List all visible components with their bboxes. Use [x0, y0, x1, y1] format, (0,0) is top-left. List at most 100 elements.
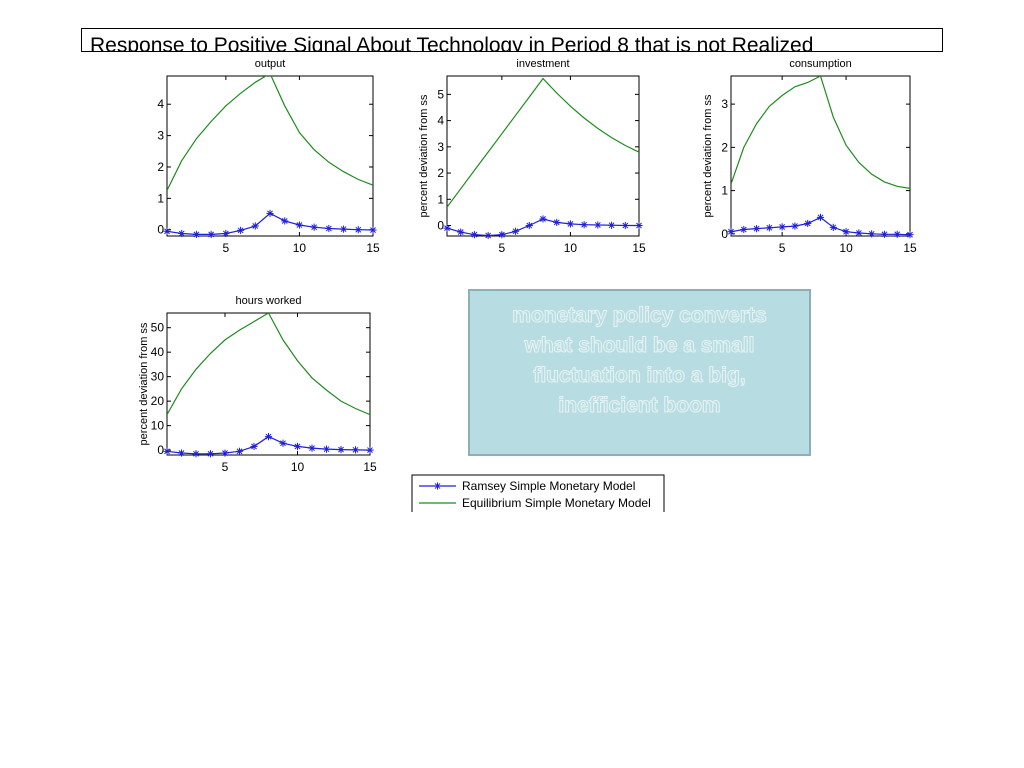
y-tick-label: 5: [437, 87, 444, 101]
data-point-marker: [778, 223, 786, 231]
data-point-marker: [880, 230, 889, 238]
data-point-marker: [266, 209, 274, 218]
y-tick-label: 3: [437, 140, 444, 154]
legend-mask: [405, 512, 675, 532]
data-point-marker: [553, 218, 561, 226]
data-point-marker: [295, 221, 304, 229]
data-point-marker: [635, 221, 643, 230]
x-tick-label: 10: [564, 241, 578, 255]
plot-frame: [166, 75, 374, 237]
data-point-marker: [235, 447, 244, 455]
y-tick-label: 10: [151, 419, 165, 433]
series-line: [167, 76, 373, 191]
data-point-marker: [727, 228, 735, 236]
chart-panel-2: 5 10 15 0 1 2 3 consumption percent deviation fr…: [702, 58, 917, 255]
y-tick-label: 0: [157, 443, 164, 457]
data-point-marker: [206, 450, 215, 458]
data-point-marker: [765, 224, 773, 232]
series-line: [731, 76, 910, 189]
data-point-marker: [594, 221, 602, 229]
x-tick-label: 10: [293, 241, 307, 255]
y-tick-label: 40: [151, 345, 165, 359]
x-tick-label: 15: [363, 460, 377, 474]
data-point-marker: [580, 221, 588, 229]
y-axis-label: percent deviation from ss: [418, 94, 430, 217]
y-tick-label: 0: [721, 227, 728, 241]
data-point-marker: [470, 231, 479, 239]
data-point-marker: [177, 449, 186, 457]
data-point-marker: [484, 231, 492, 240]
legend-label-ramsey: Ramsey Simple Monetary Model: [462, 479, 635, 493]
y-tick-label: 30: [151, 370, 165, 384]
x-tick-label: 5: [223, 241, 230, 255]
data-point-marker: [752, 225, 761, 233]
data-point-marker: [842, 228, 850, 236]
series-line: [447, 77, 639, 208]
data-point-marker: [192, 230, 201, 239]
series-line: [167, 313, 370, 416]
chart-panel-1: 5 10 15 0 1 2 3 4 5 investment percent deviation f…: [418, 58, 646, 255]
x-tick-label: 15: [632, 241, 646, 255]
data-point-marker: [868, 230, 876, 238]
chart-title: consumption: [789, 58, 851, 70]
data-point-marker: [325, 224, 333, 233]
y-tick-label: 3: [721, 97, 728, 111]
y-tick-label: 1: [721, 184, 728, 198]
y-tick-label: 3: [157, 129, 164, 143]
data-point-marker: [566, 220, 575, 228]
y-tick-label: 4: [437, 114, 444, 128]
data-point-marker: [791, 222, 799, 230]
data-point-marker: [607, 221, 616, 229]
y-tick-label: 1: [157, 191, 164, 205]
y-tick-label: 0: [437, 219, 444, 233]
data-point-marker: [354, 226, 362, 234]
y-tick-label: 50: [151, 321, 165, 335]
chart-title: output: [255, 58, 286, 70]
series-equilibrium: [167, 76, 373, 191]
data-point-marker: [221, 449, 229, 457]
data-point-marker: [281, 217, 289, 225]
callout-box: monetary policy converts what should be …: [468, 289, 811, 456]
data-point-marker: [250, 442, 258, 451]
data-point-marker: [511, 227, 520, 235]
data-point-marker: [337, 446, 345, 454]
x-tick-label: 15: [903, 241, 917, 255]
series-equilibrium: [731, 76, 910, 189]
y-tick-label: 1: [437, 192, 444, 206]
data-point-marker: [855, 229, 863, 237]
y-tick-label: 0: [157, 223, 164, 237]
data-point-marker: [322, 445, 331, 453]
data-point-marker: [539, 215, 547, 223]
data-point-marker: [893, 230, 901, 238]
data-point-marker: [279, 439, 287, 447]
series-equilibrium: [447, 77, 639, 208]
data-point-marker: [163, 227, 171, 235]
data-point-marker: [804, 219, 812, 228]
data-point-marker: [207, 230, 215, 239]
data-point-marker: [740, 225, 748, 234]
data-point-marker: [621, 221, 629, 230]
data-point-marker: [251, 222, 259, 230]
legend-marker-ramsey: [433, 482, 442, 490]
legend-label-equilibrium: Equilibrium Simple Monetary Model: [462, 496, 651, 510]
data-point-marker: [222, 229, 230, 238]
data-point-marker: [829, 223, 837, 231]
y-axis-label: percent deviation from ss: [138, 322, 150, 445]
data-point-marker: [366, 446, 374, 454]
data-point-marker: [310, 223, 318, 231]
data-point-marker: [498, 231, 506, 239]
slide-title-box: Response to Positive Signal About Techno…: [81, 28, 943, 52]
data-point-marker: [192, 450, 200, 458]
data-point-marker: [264, 433, 273, 441]
data-point-marker: [816, 213, 825, 222]
chart-title: investment: [516, 58, 569, 70]
y-tick-label: 20: [151, 394, 165, 408]
y-tick-label: 2: [437, 166, 444, 180]
x-tick-label: 5: [222, 460, 229, 474]
x-tick-label: 15: [366, 241, 380, 255]
data-point-marker: [308, 444, 316, 452]
data-point-marker: [236, 226, 245, 234]
x-tick-label: 10: [291, 460, 305, 474]
data-point-marker: [178, 229, 186, 238]
